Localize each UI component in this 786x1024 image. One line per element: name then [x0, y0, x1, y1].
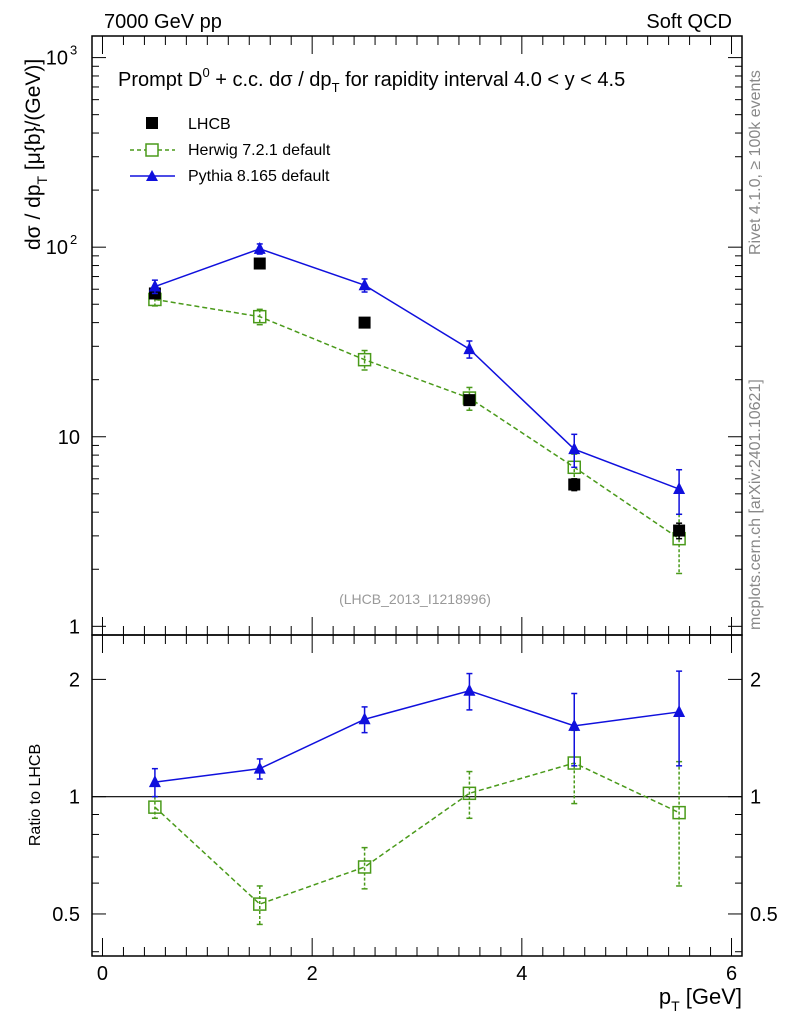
lhcb-point [358, 316, 371, 329]
main-title: Prompt D0 + c.c. dσ / dpT for rapidity i… [118, 65, 625, 95]
y-tick-exponent: 2 [70, 232, 77, 247]
legend-label-lhcb: LHCB [188, 116, 231, 133]
y-tick-label: 1 [69, 787, 80, 809]
y-tick-label-right: 0.5 [750, 904, 778, 926]
legend-marker-pythia [146, 170, 158, 181]
pythia-ratio-line [154, 689, 680, 783]
lhcb-point [463, 394, 476, 407]
herwig-ratio-point [357, 860, 372, 874]
pythia-ratio-point [148, 775, 161, 788]
y-tick-label: 1 [69, 616, 80, 638]
legend-marker-herwig [145, 143, 159, 157]
header-left: 7000 GeV pp [104, 11, 222, 33]
legend-marker-lhcb [146, 117, 158, 129]
pythia-point [673, 482, 686, 495]
y-tick-label: 2 [69, 669, 80, 691]
herwig-ratio-point [148, 800, 162, 814]
lhcb-point [673, 524, 686, 537]
herwig-ratio-line [154, 762, 680, 905]
pythia-ratio-point [358, 712, 371, 725]
x-tick-label: 6 [726, 963, 737, 985]
lhcb-point [253, 257, 266, 270]
pythia-ratio-point [673, 704, 686, 717]
main-ylabel: dσ / dpT [μ{b}/(GeV)] [22, 59, 50, 250]
lhcb-point [568, 478, 581, 491]
y-tick-label: 10 [46, 48, 68, 70]
rivet-label: Rivet 4.1.0, ≥ 100k events [747, 70, 764, 255]
y-tick-exponent: 3 [70, 43, 77, 58]
ratio-plot-area [92, 670, 742, 926]
herwig-point [252, 309, 267, 324]
pythia-ratio-point [568, 718, 581, 731]
pythia-point [568, 442, 581, 455]
herwig-ratio-point [672, 805, 686, 820]
y-tick-label: 0.5 [52, 904, 80, 926]
y-tick-label: 10 [46, 237, 68, 259]
pythia-point [148, 279, 161, 292]
y-tick-label-right: 1 [750, 787, 761, 809]
analysis-watermark: (LHCB_2013_I1218996) [339, 591, 491, 607]
main-x-ticks [101, 36, 733, 635]
legend-label-herwig: Herwig 7.2.1 default [188, 142, 331, 159]
herwig-ratio-point [462, 786, 477, 801]
x-axis-label: pT [GeV] [659, 984, 742, 1014]
main-plot-area [148, 241, 686, 575]
x-tick-label: 2 [307, 963, 318, 985]
ratio-ylabel: Ratio to LHCB [27, 744, 44, 846]
ratio-x-axis: 0 2 4 6 [97, 635, 737, 985]
y-tick-label: 10 [58, 427, 80, 449]
y-tick-label-right: 2 [750, 669, 761, 691]
pythia-ratio-point [463, 683, 476, 696]
pythia-point [463, 342, 476, 355]
pythia-point [253, 241, 266, 254]
herwig-line [154, 298, 680, 540]
pythia-point [358, 278, 371, 291]
x-tick-label: 0 [97, 963, 108, 985]
herwig-point [357, 352, 372, 367]
x-tick-label: 4 [516, 963, 527, 985]
pythia-ratio-point [253, 761, 266, 774]
pythia-line [154, 248, 680, 490]
ratio-y-axis: 0.5 0.5 1 1 2 2 [52, 669, 778, 953]
header-right: Soft QCD [646, 11, 732, 33]
herwig-ratio-point [252, 897, 267, 911]
legend: LHCB Herwig 7.2.1 default Pythia 8.165 d… [130, 116, 331, 185]
legend-label-pythia: Pythia 8.165 default [188, 168, 330, 185]
mcplots-label: mcplots.cern.ch [arXiv:2401.10621] [747, 379, 764, 630]
